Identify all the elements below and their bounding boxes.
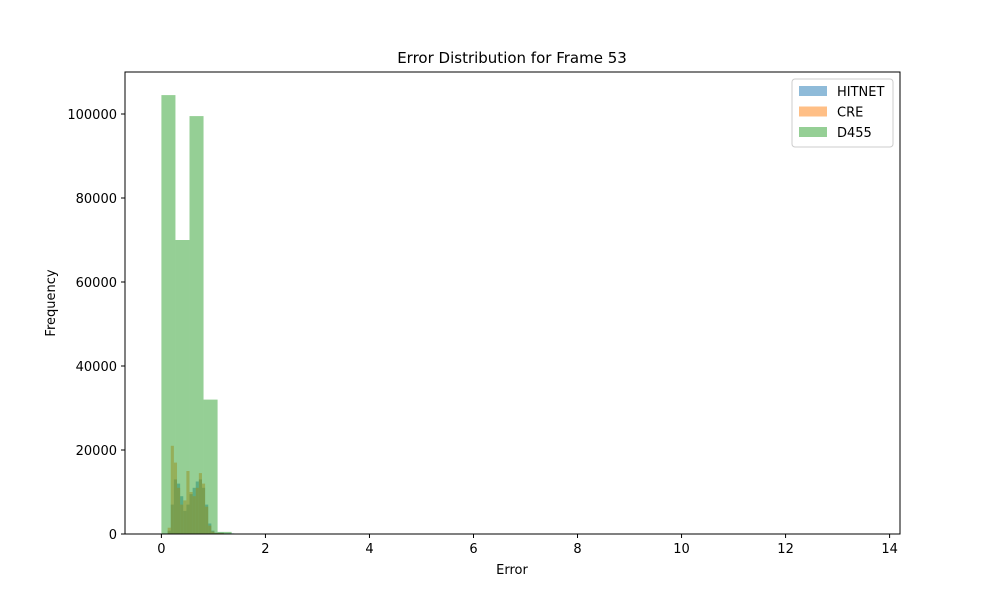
- x-tick-label: 0: [157, 542, 165, 557]
- x-axis: 0 2 4 6 8 10 12 14: [157, 534, 898, 557]
- legend-swatch-hitnet: [799, 86, 827, 96]
- x-tick-label: 6: [469, 542, 477, 557]
- x-tick-label: 2: [261, 542, 269, 557]
- legend-swatch-cre: [799, 106, 827, 117]
- x-tick-label: 14: [881, 542, 898, 557]
- bar-d455-2: [189, 116, 204, 534]
- bar-d455-4: [217, 531, 232, 534]
- y-tick-label: 100000: [67, 108, 117, 123]
- x-tick-label: 10: [673, 542, 690, 557]
- legend: HITNET CRE D455: [791, 78, 894, 148]
- x-tick-label: 8: [573, 542, 581, 557]
- plot-frame: [124, 71, 901, 535]
- y-tick-label: 80000: [76, 192, 117, 207]
- x-tick-label: 12: [777, 542, 794, 557]
- bar-d455-0: [161, 95, 176, 534]
- y-tick-label: 0: [109, 528, 117, 543]
- y-axis: 0 20000 40000 60000 80000 100000: [67, 108, 125, 543]
- chart-title: Error Distribution for Frame 53: [397, 49, 627, 67]
- bar-d455-3: [203, 399, 218, 534]
- bar-d455-1: [175, 240, 190, 534]
- y-tick-label: 60000: [76, 276, 117, 291]
- legend-label-hitnet: HITNET: [837, 85, 884, 100]
- legend-swatch-d455: [799, 127, 827, 137]
- legend-label-d455: D455: [837, 126, 872, 141]
- bars-layer: [161, 95, 318, 534]
- y-axis-label: Frequency: [44, 269, 59, 336]
- legend-label-cre: CRE: [837, 106, 863, 121]
- y-tick-label: 40000: [76, 360, 117, 375]
- x-axis-label: Error: [496, 563, 528, 578]
- y-tick-label: 20000: [76, 444, 117, 459]
- x-tick-label: 4: [365, 542, 373, 557]
